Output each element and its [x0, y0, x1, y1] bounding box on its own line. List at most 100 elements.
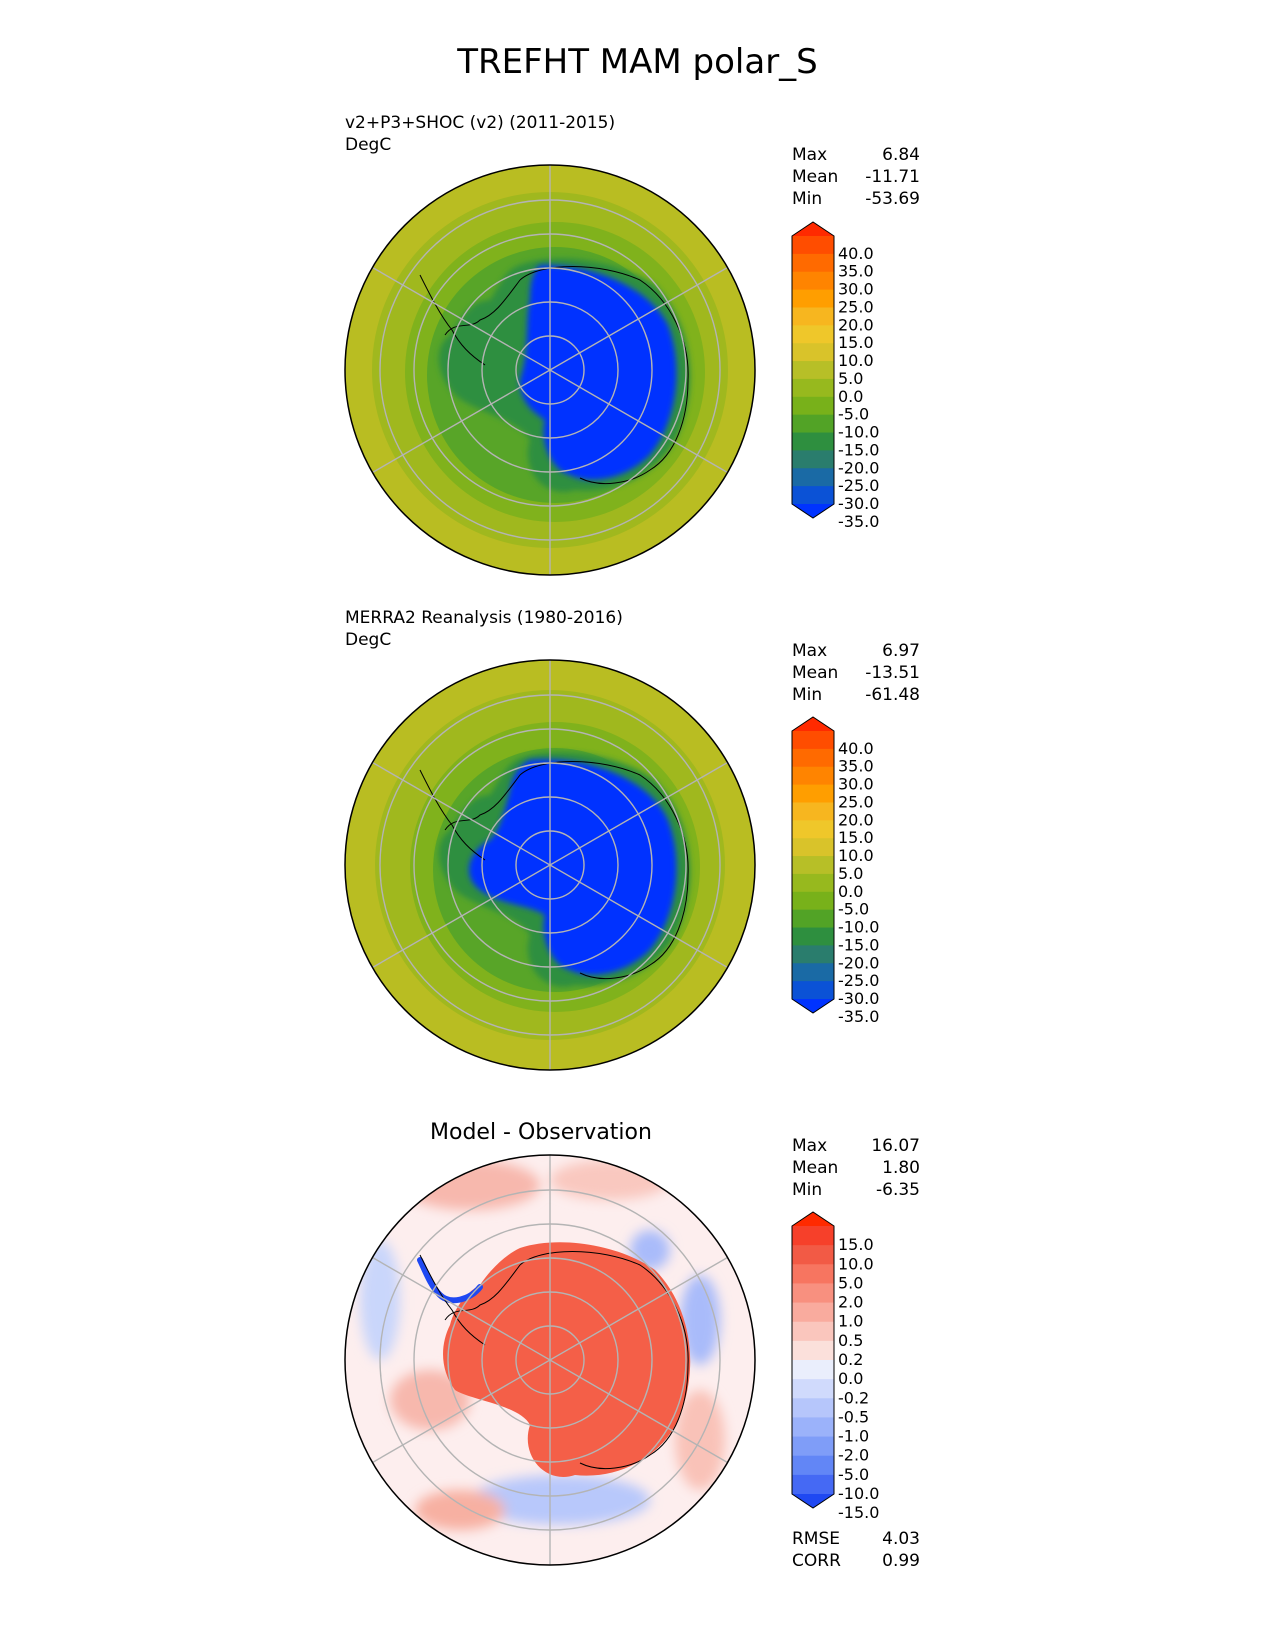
colorbar-tick-label: 5.0: [838, 1273, 863, 1292]
colorbar-segment: [792, 468, 834, 487]
colorbar-tick-label: -5.0: [838, 900, 869, 919]
colorbar-tick-label: 1.0: [838, 1312, 863, 1331]
colorbar-tick-label: -35.0: [838, 512, 879, 531]
colorbar-segment: [792, 731, 834, 750]
colorbar-tick-label: -15.0: [838, 440, 879, 459]
colorbar-segment: [792, 1226, 834, 1246]
colorbar-tick-label: -0.5: [838, 1407, 869, 1426]
continent-cold-region: [520, 265, 677, 480]
colorbar-extend-min: [792, 1494, 834, 1508]
colorbar-segment: [792, 1245, 834, 1265]
colorbar-tick-label: -1.0: [838, 1427, 869, 1446]
colorbar-segment: [792, 1283, 834, 1304]
colorbar-tick-label: -20.0: [838, 953, 879, 972]
map-test: [344, 164, 756, 576]
colorbar-tick-label: 0.0: [838, 1369, 863, 1388]
colorbar-extend-max: [792, 1212, 834, 1226]
panel-ref-title-line1: MERRA2 Reanalysis (1980-2016): [345, 608, 623, 628]
panel-test-units: DegC: [345, 135, 392, 155]
colorbar-segment: [792, 450, 834, 469]
colorbar-tick-label: 10.0: [838, 351, 874, 370]
colorbar-diff: 15.010.05.02.01.00.50.20.0-0.2-0.5-1.0-2…: [791, 1211, 879, 1522]
gridlines: [372, 165, 728, 575]
colorbar-segment: [792, 784, 834, 804]
colorbar-tick-label: 10.0: [838, 846, 874, 865]
figure-title: TREFHT MAM polar_S: [457, 42, 818, 82]
colorbar-tick-label: -10.0: [838, 423, 879, 442]
colorbar-tick-label: 25.0: [838, 297, 874, 316]
colorbar-segment: [792, 486, 834, 505]
colorbar-tick-label: -5.0: [838, 1465, 869, 1484]
negative-anomaly-band: [417, 1257, 483, 1304]
colorbar-tick-label: -10.0: [838, 918, 879, 937]
panel-ref-title: MERRA2 Reanalysis (1980-2016) DegC: [345, 607, 623, 651]
colorbar-segment: [792, 432, 834, 451]
colorbar-segment: [792, 325, 834, 344]
colorbar-tick-label: 35.0: [838, 757, 874, 776]
map-boundary: [344, 659, 756, 1071]
map-ref: [344, 659, 756, 1071]
stat-max: Max 6.84: [792, 145, 920, 165]
colorbar-tick-label: 2.0: [838, 1293, 863, 1312]
colorbar-segment: [792, 414, 834, 434]
colorbar-segment: [792, 1340, 834, 1361]
colorbar-tick-label: 20.0: [838, 810, 874, 829]
colorbar-extend-min: [792, 999, 834, 1013]
colorbar-tick-label: -15.0: [838, 935, 879, 954]
colorbar-segment: [792, 981, 834, 1000]
colorbar-tick-label: -25.0: [838, 476, 879, 495]
colorbar-segment: [792, 307, 834, 326]
colorbar-tick-label: -20.0: [838, 458, 879, 477]
colorbar-segment: [792, 748, 834, 768]
gridlines: [372, 1155, 728, 1565]
colorbar-tick-label: 15.0: [838, 333, 874, 352]
panel-diff-stats: Max 16.07 Mean 1.80 Min -6.35: [792, 1135, 920, 1201]
colorbar-segment: [792, 253, 834, 273]
colorbar-tick-label: 25.0: [838, 792, 874, 811]
colorbar-outline: [791, 716, 835, 1014]
colorbar-tick-label: -2.0: [838, 1446, 869, 1465]
colorbar-outline: [791, 1211, 835, 1509]
stat-min: Min -61.48: [792, 685, 920, 705]
colorbar-segment: [792, 766, 834, 786]
colorbar-segment: [792, 873, 834, 893]
coastline: [444, 266, 689, 484]
stat-corr: CORR 0.99: [792, 1551, 920, 1571]
continent-warm-anomaly: [443, 1242, 691, 1477]
continent-cold-region: [469, 759, 677, 975]
gridlines: [372, 660, 728, 1070]
panel-test-stats: Max 6.84 Mean -11.71 Min -53.69: [792, 144, 920, 210]
colorbar-tick-label: 0.5: [838, 1331, 863, 1350]
colorbar-tick-label: 40.0: [838, 244, 874, 263]
colorbar-tick-label: -15.0: [838, 1503, 879, 1522]
stat-rmse: RMSE 4.03: [792, 1529, 920, 1549]
coastline: [444, 1251, 689, 1469]
stat-min: Min -6.35: [792, 1180, 920, 1200]
colorbar-tick-label: 20.0: [838, 315, 874, 334]
colorbar-segment: [792, 1264, 834, 1285]
panel-diff-extra-stats: RMSE 4.03 CORR 0.99: [792, 1528, 920, 1572]
colorbar-outline: [791, 221, 835, 519]
colorbar-tick-label: 15.0: [838, 828, 874, 847]
colorbar-segment: [792, 1417, 834, 1438]
coastline: [419, 1254, 486, 1346]
panel-diff-title: Model - Observation: [430, 1120, 652, 1145]
stat-mean: Mean 1.80: [792, 1158, 920, 1178]
colorbar-extend-max: [792, 222, 834, 236]
colorbar-extend-max: [792, 717, 834, 731]
panel-ref-stats: Max 6.97 Mean -13.51 Min -61.48: [792, 640, 920, 706]
colorbar-segment: [792, 927, 834, 946]
map-diff: [344, 1154, 756, 1566]
colorbar-tick-label: -35.0: [838, 1007, 879, 1026]
colorbar-segment: [792, 802, 834, 821]
colorbar-segment: [792, 396, 834, 416]
coastline: [419, 769, 486, 861]
colorbar-tick-label: -0.2: [838, 1388, 869, 1407]
colorbar-segment: [792, 1455, 834, 1476]
map-boundary: [344, 1154, 756, 1566]
colorbar-tick-label: -30.0: [838, 494, 879, 513]
colorbar-tick-label: -25.0: [838, 971, 879, 990]
colorbar-segment: [792, 1379, 834, 1399]
colorbar-segment: [792, 1321, 834, 1342]
